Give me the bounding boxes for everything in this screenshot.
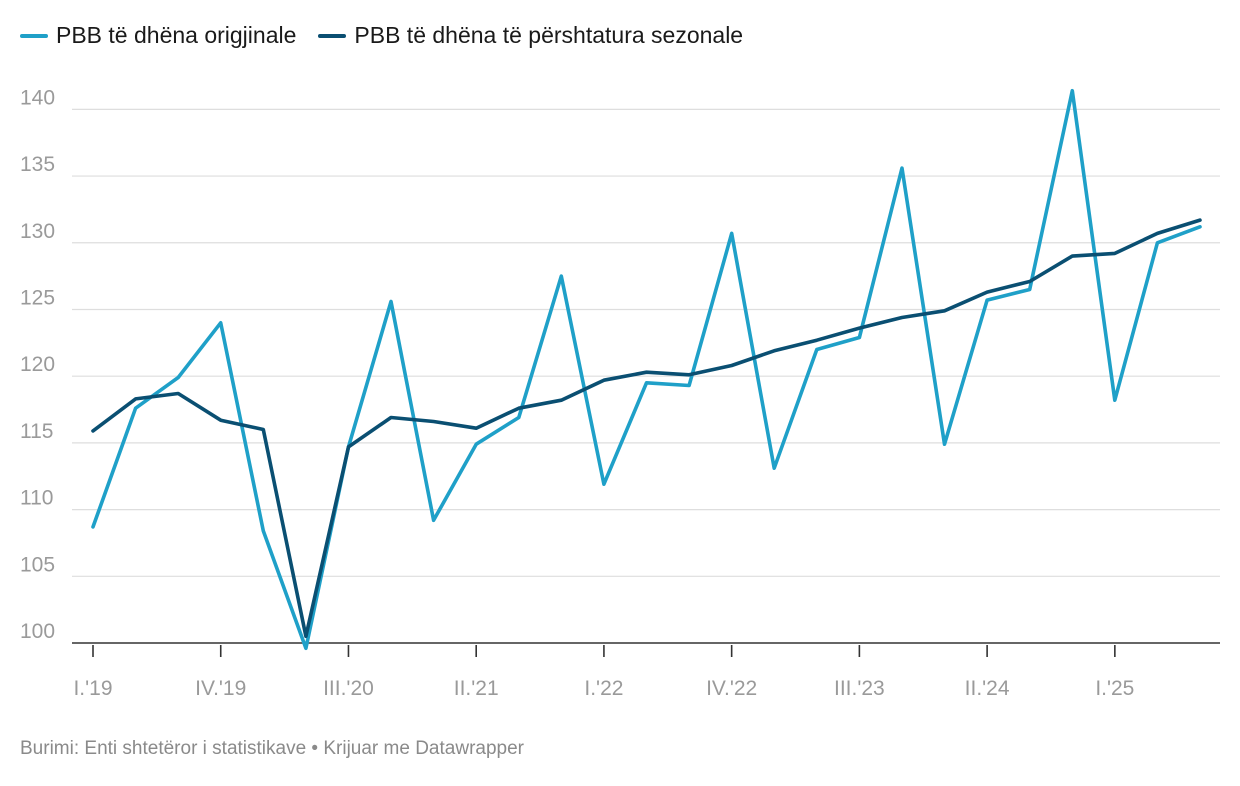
grid-lines	[72, 108, 1220, 644]
y-tick-label: 115	[20, 420, 53, 443]
x-axis: I.'19 IV.'19 III.'20 II.'21 I.'22 IV.'22 III.'…	[73, 645, 1134, 700]
legend-label-seasonal: PBB të dhëna të përshtatura sezonale	[354, 22, 744, 48]
series-line-original	[91, 88, 1202, 651]
y-tick-label: 125	[20, 286, 55, 309]
legend-swatch-original	[20, 33, 48, 38]
source-note: Burimi: Enti shtetëror i statistikave • …	[20, 738, 524, 759]
y-tick-label: 105	[20, 553, 55, 576]
legend-label-original: PBB të dhëna origjinale	[56, 22, 297, 48]
legend-swatch-seasonal	[318, 33, 347, 38]
series-lines	[91, 88, 1202, 651]
x-tick-label: I.'25	[1095, 677, 1134, 700]
x-tick-label: II.'24	[965, 677, 1010, 700]
series-line-seasonal	[91, 218, 1202, 639]
y-tick-label: 140	[20, 86, 55, 109]
y-tick-label: 110	[20, 487, 53, 510]
y-tick-label: 120	[20, 353, 55, 376]
x-tick-label: III.'20	[323, 677, 374, 700]
y-tick-label: 130	[20, 220, 55, 243]
y-axis-ticks: 100 105 110 115 120 125 130 135 140	[20, 86, 55, 643]
x-tick-label: I.'22	[584, 677, 623, 700]
legend: PBB të dhëna origjinale PBB të dhëna të …	[20, 22, 743, 49]
legend-item-original: PBB të dhëna origjinale	[20, 22, 296, 49]
x-tick-label: I.'19	[73, 677, 112, 700]
x-tick-label: II.'21	[454, 677, 499, 700]
y-tick-label: 135	[20, 153, 55, 176]
x-tick-label: IV.'19	[195, 677, 246, 700]
x-tick-label: IV.'22	[706, 677, 757, 700]
legend-item-seasonal: PBB të dhëna të përshtatura sezonale	[318, 22, 743, 49]
x-tick-label: III.'23	[834, 677, 885, 700]
y-tick-label: 100	[20, 620, 55, 643]
